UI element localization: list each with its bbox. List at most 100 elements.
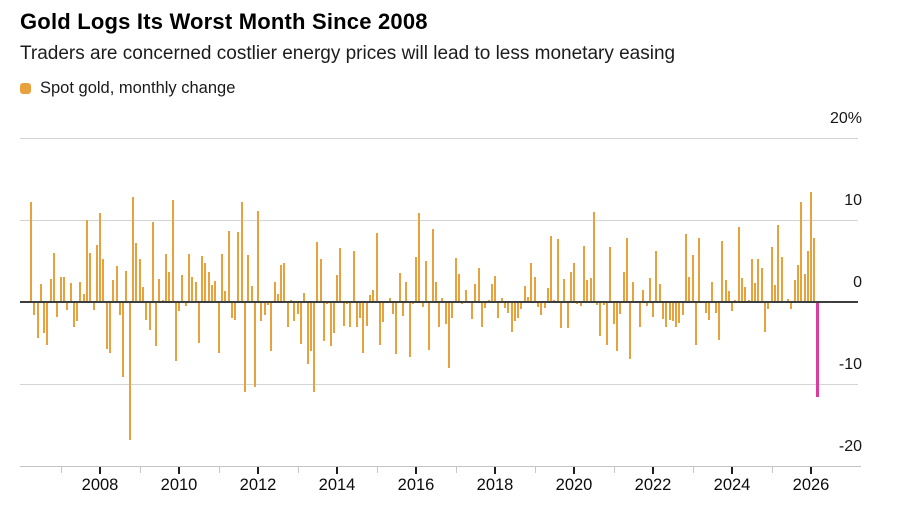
bar bbox=[283, 262, 286, 302]
x-axis-label: 2018 bbox=[476, 476, 514, 494]
bar bbox=[267, 302, 270, 306]
bar bbox=[174, 302, 177, 362]
bar bbox=[49, 279, 52, 302]
x-axis-major-tick bbox=[415, 467, 417, 474]
bar bbox=[355, 302, 358, 327]
bar bbox=[438, 302, 441, 328]
y-axis-label: -10 bbox=[838, 356, 862, 373]
bar bbox=[250, 286, 253, 302]
bar bbox=[698, 238, 701, 302]
bar bbox=[708, 302, 711, 321]
x-axis-label: 2014 bbox=[318, 476, 356, 494]
bar bbox=[500, 297, 503, 302]
bar bbox=[787, 298, 790, 302]
bar bbox=[148, 302, 151, 330]
bar bbox=[428, 302, 431, 351]
bar bbox=[777, 224, 780, 302]
bar bbox=[550, 236, 553, 302]
bar bbox=[583, 246, 586, 302]
bar bbox=[349, 302, 352, 327]
bar bbox=[79, 282, 82, 302]
bar bbox=[257, 210, 260, 302]
x-axis-label: 2008 bbox=[81, 476, 119, 494]
bar bbox=[448, 302, 451, 368]
bar bbox=[276, 293, 279, 302]
bar bbox=[359, 302, 362, 319]
bar bbox=[375, 233, 378, 302]
x-axis-major-tick bbox=[257, 467, 259, 474]
bar bbox=[530, 262, 533, 302]
x-axis-label: 2022 bbox=[634, 476, 672, 494]
bar bbox=[642, 289, 645, 302]
bar bbox=[227, 230, 230, 302]
bar bbox=[767, 302, 770, 309]
bar bbox=[155, 302, 158, 347]
bar bbox=[619, 302, 622, 315]
bar bbox=[602, 302, 605, 306]
bar bbox=[579, 302, 582, 307]
bar bbox=[806, 251, 809, 302]
bar bbox=[754, 283, 757, 302]
bar bbox=[527, 297, 530, 302]
bar bbox=[813, 238, 816, 302]
bar bbox=[569, 272, 572, 302]
gridline bbox=[20, 384, 858, 385]
bar bbox=[717, 302, 720, 340]
bar bbox=[645, 302, 648, 307]
bar bbox=[441, 297, 444, 302]
bar bbox=[704, 302, 707, 314]
bar bbox=[112, 279, 115, 302]
bar bbox=[329, 302, 332, 347]
bar bbox=[296, 302, 299, 315]
bar bbox=[744, 287, 747, 302]
bar bbox=[188, 254, 191, 302]
bar bbox=[230, 302, 233, 318]
bar bbox=[36, 302, 39, 339]
x-axis-major-tick bbox=[99, 467, 101, 474]
bar bbox=[662, 302, 665, 320]
x-axis-minor-tick bbox=[771, 467, 773, 473]
bar bbox=[151, 221, 154, 302]
bar bbox=[454, 257, 457, 302]
bar bbox=[56, 302, 59, 317]
bar bbox=[648, 278, 651, 302]
x-axis-major-tick bbox=[731, 467, 733, 474]
bar bbox=[319, 258, 322, 302]
bar bbox=[362, 302, 365, 353]
x-axis-major-tick bbox=[652, 467, 654, 474]
bar bbox=[566, 302, 569, 329]
legend: Spot gold, monthly change bbox=[20, 79, 235, 97]
bar bbox=[181, 274, 184, 302]
x-axis-label: 2010 bbox=[160, 476, 198, 494]
bar bbox=[800, 201, 803, 302]
bar bbox=[39, 283, 42, 302]
bar bbox=[714, 302, 717, 313]
x-axis-minor-tick bbox=[139, 467, 141, 473]
bar bbox=[678, 302, 681, 324]
bar bbox=[658, 283, 661, 302]
bar bbox=[273, 281, 276, 302]
page-title: Gold Logs Its Worst Month Since 2008 bbox=[20, 9, 428, 34]
bar bbox=[507, 302, 510, 313]
bar bbox=[194, 282, 197, 302]
bar bbox=[477, 267, 480, 302]
bar bbox=[480, 302, 483, 328]
bar bbox=[105, 302, 108, 349]
bar bbox=[421, 302, 424, 307]
bar bbox=[803, 274, 806, 302]
bar bbox=[293, 302, 296, 321]
bar bbox=[339, 247, 342, 302]
bar bbox=[796, 265, 799, 302]
bar bbox=[30, 201, 33, 302]
bar bbox=[685, 233, 688, 302]
bar bbox=[109, 302, 112, 353]
bar bbox=[425, 261, 428, 302]
bar bbox=[770, 247, 773, 302]
bar bbox=[764, 302, 767, 332]
y-axis-label: 20% bbox=[829, 110, 862, 127]
bar bbox=[237, 232, 240, 302]
bar bbox=[629, 302, 632, 360]
bar bbox=[260, 302, 263, 321]
x-axis-label: 2020 bbox=[555, 476, 593, 494]
bar bbox=[681, 302, 684, 316]
